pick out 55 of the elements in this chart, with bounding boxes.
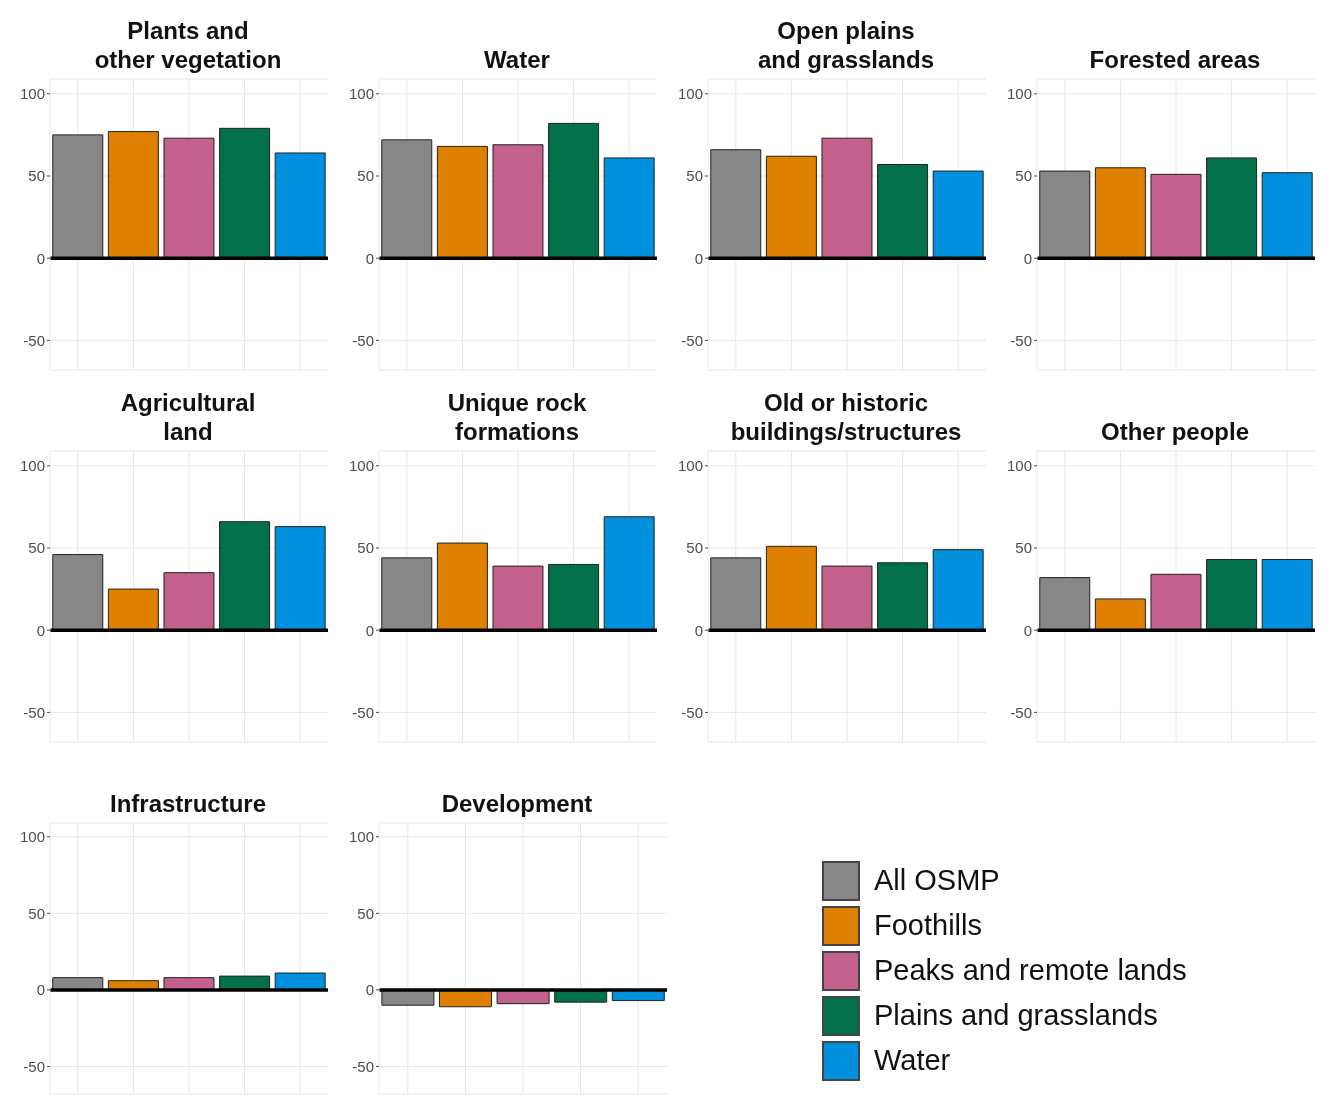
legend-label: Plains and grasslands [874, 999, 1158, 1032]
chart-title: Infrastructure [108, 789, 267, 818]
y-tick-label: -50 [352, 703, 374, 721]
y-tick-label: -50 [23, 1057, 45, 1075]
y-tick-label: 50 [1015, 167, 1032, 185]
y-tick-label: 100 [19, 85, 45, 103]
y-tick-label: 100 [348, 85, 374, 103]
chart-title: Development [440, 789, 594, 818]
y-tick-label: 0 [694, 249, 703, 267]
y-tick-label: -50 [681, 331, 703, 349]
y-tick-label: -50 [23, 703, 45, 721]
y-tick-label: 0 [36, 249, 45, 267]
y-tick-label: -50 [1010, 331, 1032, 349]
y-tick-label: 0 [365, 981, 374, 999]
y-tick-label: 0 [36, 981, 45, 999]
y-tick-label: 50 [686, 167, 703, 185]
chart-title: Other people [1100, 417, 1250, 446]
y-tick-label: 0 [1023, 621, 1032, 639]
y-tick-label: 100 [348, 828, 374, 846]
y-tick-label: 50 [357, 904, 374, 922]
y-tick-label: -50 [352, 331, 374, 349]
chart-title: Unique rock formations [446, 388, 588, 446]
y-tick-label: 50 [1015, 539, 1032, 557]
chart-title: Water [483, 45, 551, 74]
legend-label: Foothills [874, 909, 982, 942]
y-tick-label: 100 [677, 457, 703, 475]
y-tick-label: 0 [36, 621, 45, 639]
y-tick-label: 100 [348, 457, 374, 475]
legend-label: Peaks and remote lands [874, 954, 1187, 987]
y-tick-label: 50 [357, 167, 374, 185]
chart-title: Old or historic buildings/structures [729, 388, 963, 446]
chart-title: Plants and other vegetation [93, 16, 283, 74]
y-tick-label: -50 [352, 1057, 374, 1075]
y-tick-label: 100 [1006, 457, 1032, 475]
legend-label: Water [874, 1044, 951, 1077]
legend-label: All OSMP [874, 864, 1000, 897]
y-tick-label: 50 [357, 539, 374, 557]
y-tick-label: 50 [28, 167, 45, 185]
y-tick-label: -50 [1010, 703, 1032, 721]
y-tick-label: 100 [19, 457, 45, 475]
y-tick-label: 0 [1023, 249, 1032, 267]
chart-title: Open plains and grasslands [756, 16, 936, 74]
chart-title: Forested areas [1088, 45, 1262, 74]
y-tick-label: 0 [365, 249, 374, 267]
y-tick-label: 50 [686, 539, 703, 557]
y-tick-label: 100 [1006, 85, 1032, 103]
y-tick-label: -50 [23, 331, 45, 349]
y-tick-label: 100 [677, 85, 703, 103]
y-tick-label: 0 [694, 621, 703, 639]
y-tick-label: 50 [28, 539, 45, 557]
chart-title: Agricultural land [119, 388, 257, 446]
y-tick-label: 100 [19, 828, 45, 846]
y-tick-label: 50 [28, 904, 45, 922]
y-tick-label: 0 [365, 621, 374, 639]
y-tick-label: -50 [681, 703, 703, 721]
